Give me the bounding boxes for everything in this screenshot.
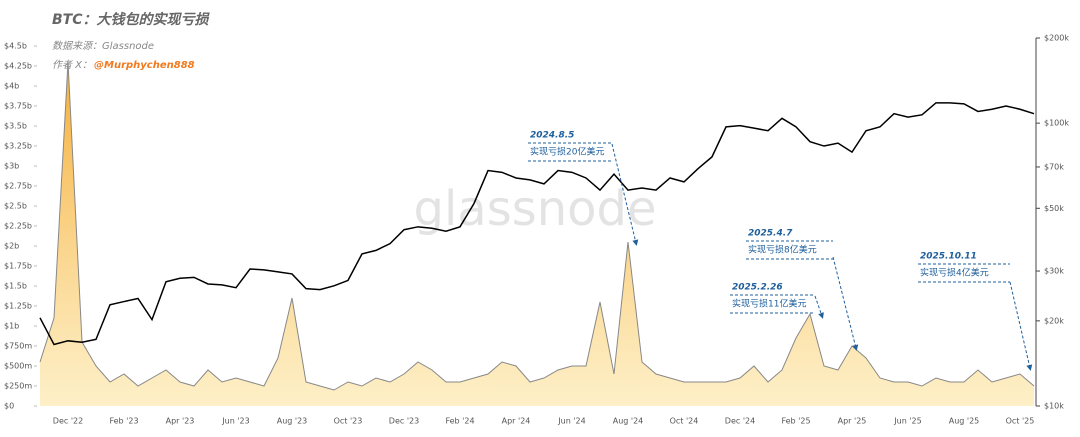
- x-tick-label: Oct '23: [334, 417, 363, 426]
- subtitle: 数据来源：Glassnode: [52, 40, 154, 52]
- y-tick-label: $0: [4, 402, 14, 411]
- annotation-date: 2025.2.26: [732, 283, 783, 293]
- title: BTC：大钱包的实现亏损: [52, 11, 210, 28]
- y-tick-label: $750m: [4, 342, 32, 351]
- x-tick-label: Aug '23: [277, 417, 308, 426]
- loss-line: [39, 61, 1035, 391]
- annotation-box: [746, 240, 833, 260]
- annotation-box: [528, 142, 612, 162]
- y-tick-label: $1.5b: [4, 282, 27, 291]
- x-tick-label: Feb '23: [109, 417, 138, 426]
- x-tick-label: Apr '24: [502, 417, 531, 426]
- price-line: [39, 102, 1035, 346]
- annotation-text: 实现亏损11亿美元: [732, 298, 806, 310]
- x-tick-label: Jun '25: [893, 417, 921, 426]
- y-tick-label: $3b: [4, 162, 19, 171]
- annotation-arrow: [814, 295, 824, 319]
- x-tick-label: Aug '25: [949, 417, 980, 426]
- y-tick-label: $500m: [4, 362, 32, 371]
- y2-tick-label: $100k: [1044, 119, 1069, 128]
- y-tick-label: $1.75b: [4, 262, 32, 271]
- x-tick-label: Apr '25: [838, 417, 867, 426]
- loss-area: [40, 62, 1034, 406]
- annotation-box: [918, 263, 1010, 283]
- y-tick-label: $3.25b: [4, 142, 32, 151]
- annotation-text: 实现亏损8亿美元: [748, 244, 817, 256]
- watermark: glassnode: [413, 181, 656, 237]
- annotation-date: 2024.8.5: [530, 131, 574, 141]
- y-tick-label: $2.75b: [4, 182, 32, 191]
- x-tick-label: Dec '24: [725, 417, 755, 426]
- x-tick-label: Oct '24: [670, 417, 699, 426]
- y-tick-label: $2.5b: [4, 202, 27, 211]
- y-tick-label: $3.75b: [4, 102, 32, 111]
- y2-tick-label: $20k: [1044, 316, 1064, 325]
- y-tick-label: $1b: [4, 322, 19, 331]
- x-tick-label: Oct '25: [1006, 417, 1035, 426]
- x-tick-label: Jun '24: [557, 417, 585, 426]
- y-tick-label: $250m: [4, 382, 32, 391]
- y-tick-label: $4b: [4, 82, 19, 91]
- y2-tick-label: $50k: [1044, 204, 1064, 213]
- y2-tick-label: $200k: [1044, 34, 1069, 43]
- x-tick-label: Feb '25: [781, 417, 810, 426]
- annotation-date: 2025.4.7: [748, 229, 793, 239]
- y-tick-label: $3.5b: [4, 122, 27, 131]
- annotation-box: [730, 294, 815, 314]
- y-tick-label: $2b: [4, 242, 19, 251]
- y-tick-label: $4.25b: [4, 62, 32, 71]
- y-tick-label: $1.25b: [4, 302, 32, 311]
- author-handle: @Murphychen888: [94, 60, 195, 71]
- x-tick-label: Apr '23: [166, 417, 195, 426]
- annotation-arrow: [1009, 281, 1033, 371]
- y-tick-label: $4.5b: [4, 42, 27, 51]
- x-tick-label: Dec '23: [389, 417, 419, 426]
- y2-tick-label: $30k: [1044, 267, 1064, 276]
- author-label: 作者 X：: [52, 59, 92, 71]
- y2-tick-label: $70k: [1044, 162, 1064, 171]
- y-tick-label: $2.25b: [4, 222, 32, 231]
- x-tick-label: Dec '22: [53, 417, 83, 426]
- annotation-arrow: [832, 256, 859, 351]
- annotation-arrow: [611, 143, 639, 246]
- y2-tick-label: $10k: [1044, 402, 1064, 411]
- annotation-text: 实现亏损20亿美元: [530, 146, 604, 158]
- annotation-date: 2025.10.11: [920, 252, 977, 262]
- x-tick-label: Feb '24: [445, 417, 474, 426]
- annotation-text: 实现亏损4亿美元: [920, 267, 989, 279]
- x-tick-label: Jun '23: [221, 417, 249, 426]
- x-tick-label: Aug '24: [613, 417, 644, 426]
